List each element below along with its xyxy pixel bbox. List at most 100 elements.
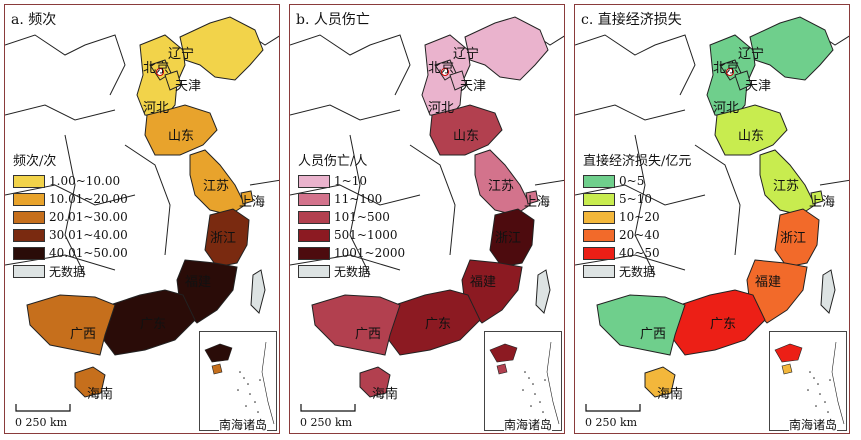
province-zhejiang: [204, 208, 250, 268]
legend-swatch: [583, 192, 615, 206]
label-liaoning: 辽宁: [738, 47, 765, 62]
label-jiangsu: 江苏: [203, 179, 230, 194]
label-shandong: 山东: [453, 129, 480, 144]
panel-title: b. 人员伤亡: [296, 12, 370, 28]
scale-label: 0 250 km: [300, 416, 353, 429]
province-jiangsu: [189, 149, 246, 216]
legend-item: 无数据: [13, 262, 128, 280]
label-hainan: 海南: [372, 387, 399, 402]
legend-item: 501~1000: [298, 226, 405, 244]
province-tianjin: [449, 70, 467, 91]
label-beijing: 北京: [143, 61, 170, 76]
label-guangdong: 广东: [425, 317, 452, 332]
legend-label: 5~10: [619, 192, 652, 206]
scale-label: 0 250 km: [585, 416, 638, 429]
label-liaoning: 辽宁: [453, 47, 480, 62]
legend-swatch: [583, 210, 615, 224]
legend-item: 1001~2000: [298, 244, 405, 262]
province-fujian: [176, 259, 238, 324]
legend-label: 101~500: [334, 210, 390, 224]
legend-swatch: [583, 174, 615, 188]
beijing-star-marker: [726, 68, 734, 76]
map-panel-3: c. 直接经济损失 辽宁 北京 天津 河北 山东 江苏 上海 浙江 福建 广东 …: [574, 4, 850, 434]
legend-item: 无数据: [298, 262, 405, 280]
province-tianjin: [164, 70, 182, 91]
scale-bar: 0 250 km: [15, 397, 75, 429]
legend-item: 40.01~50.00: [13, 244, 128, 262]
beijing-star-marker: [156, 68, 164, 76]
legend-rows: 1~10 11~100 101~500 501~1000 1001~2000 无数据: [298, 172, 405, 280]
legend-swatch: [13, 210, 45, 224]
legend-item: 10~20: [583, 208, 691, 226]
label-tianjin: 天津: [175, 79, 202, 94]
panel-title: c. 直接经济损失: [581, 12, 682, 28]
inset-label: 南海诸岛: [789, 416, 838, 433]
label-tianjin: 天津: [745, 79, 772, 94]
scale-label: 0 250 km: [15, 416, 68, 429]
legend-label: 501~1000: [334, 228, 398, 242]
legend-label: 无数据: [334, 264, 371, 279]
legend-label: 0~5: [619, 174, 645, 188]
map-legend: 人员伤亡/人 1~10 11~100 101~500 501~1000 1001~200…: [298, 150, 405, 280]
legend-label: 10.01~20.00: [49, 192, 128, 206]
legend-label: 40.01~50.00: [49, 246, 128, 260]
legend-item: 101~500: [298, 208, 405, 226]
label-guangxi: 广西: [70, 327, 97, 342]
legend-rows: 1.00~10.00 10.01~20.00 20.01~30.00 30.01~40…: [13, 172, 128, 280]
label-tianjin: 天津: [460, 79, 487, 94]
province-liaoning: [749, 16, 834, 81]
legend-swatch: [13, 174, 45, 188]
legend-rows: 0~5 5~10 10~20 20~40 40~50 无数据: [583, 172, 691, 280]
legend-label: 20~40: [619, 228, 660, 242]
label-hebei: 河北: [428, 101, 455, 116]
label-guangdong: 广东: [710, 317, 737, 332]
label-shanghai: 上海: [809, 195, 836, 210]
province-guangxi: [311, 294, 401, 356]
province-shanghai: [525, 190, 539, 205]
label-jiangsu: 江苏: [488, 179, 515, 194]
province-jiangsu: [759, 149, 816, 216]
label-beijing: 北京: [713, 61, 740, 76]
province-fujian: [461, 259, 523, 324]
province-shanghai: [240, 190, 254, 205]
legend-label: 1001~2000: [334, 246, 406, 260]
province-guangxi: [596, 294, 686, 356]
province-guangdong: [384, 289, 481, 356]
label-zhejiang: 浙江: [210, 231, 237, 246]
province-liaoning: [179, 16, 264, 81]
legend-swatch: [13, 228, 45, 242]
panel-title: a. 频次: [11, 12, 57, 28]
legend-label: 40~50: [619, 246, 660, 260]
province-guangdong: [99, 289, 196, 356]
label-zhejiang: 浙江: [780, 231, 807, 246]
label-shandong: 山东: [738, 129, 765, 144]
province-taiwan: [250, 269, 266, 314]
legend-item: 20~40: [583, 226, 691, 244]
legend-item: 10.01~20.00: [13, 190, 128, 208]
label-zhejiang: 浙江: [495, 231, 522, 246]
legend-swatch: [298, 228, 330, 242]
legend-swatch: [13, 246, 45, 260]
label-jiangsu: 江苏: [773, 179, 800, 194]
map-panel-1: a. 频次 辽宁 北京 天津 河北 山东 江苏 上海 浙江 福建 广东 广西 海…: [4, 4, 280, 434]
label-fujian: 福建: [755, 275, 782, 290]
province-taiwan: [820, 269, 836, 314]
scale-bar: 0 250 km: [585, 397, 645, 429]
legend-title: 直接经济损失/亿元: [583, 154, 692, 169]
legend-title: 人员伤亡/人: [298, 154, 368, 169]
legend-label: 无数据: [619, 264, 656, 279]
south-china-sea-inset: [769, 331, 847, 431]
legend-item: 30.01~40.00: [13, 226, 128, 244]
label-fujian: 福建: [470, 275, 497, 290]
map-legend: 直接经济损失/亿元 0~5 5~10 10~20 20~40 40~50 无数据: [583, 150, 691, 280]
legend-label: 10~20: [619, 210, 660, 224]
legend-item: 5~10: [583, 190, 691, 208]
province-hainan: [74, 366, 106, 398]
label-hainan: 海南: [87, 387, 114, 402]
label-hebei: 河北: [713, 101, 740, 116]
map-panel-2: b. 人员伤亡 辽宁 北京 天津 河北 山东 江苏 上海 浙江 福建 广东 广西…: [289, 4, 565, 434]
province-shandong: [144, 104, 218, 156]
label-shanghai: 上海: [524, 195, 551, 210]
legend-swatch: [298, 264, 330, 278]
label-shanghai: 上海: [239, 195, 266, 210]
